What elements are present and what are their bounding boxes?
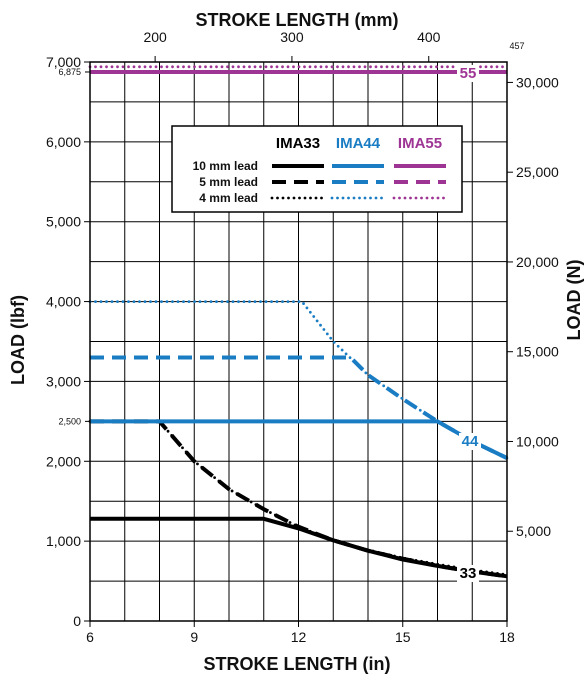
legend-lead-label: 5 mm lead xyxy=(199,175,258,189)
y-tick-label: 6,000 xyxy=(46,134,81,150)
y-extra-tick-label: 2,500 xyxy=(58,416,81,426)
ima55-end-label-bg xyxy=(457,65,479,82)
y2-tick-label: 5,000 xyxy=(516,523,551,539)
y2-tick-label: 20,000 xyxy=(516,254,559,270)
y2-tick-label: 15,000 xyxy=(516,344,559,360)
x2-tick-label: 400 xyxy=(417,29,441,45)
ima33-4mm-dotted-line xyxy=(88,419,509,577)
ima44-end-label-bg xyxy=(459,433,481,450)
y2-tick-label: 30,000 xyxy=(516,74,559,90)
legend: IMA33 IMA44 IMA55 10 mm lead 5 mm lead 4 mm l… xyxy=(171,125,463,213)
y-tick-label: 1,000 xyxy=(46,533,81,549)
x-axis-title: STROKE LENGTH (in) xyxy=(204,654,391,674)
x2-axis-title: STROKE LENGTH (mm) xyxy=(195,10,398,30)
y2-tick-label: 10,000 xyxy=(516,433,559,449)
x-tick-label: 9 xyxy=(190,629,198,645)
ima33-end-label-bg xyxy=(457,565,479,582)
ima44-legend-header: IMA44 xyxy=(336,135,381,152)
ima33-legend-header: IMA33 xyxy=(276,135,320,152)
axis-ticks: 6 9 12 15 18 200 300 400 457 0 1,000 2,000 3,000 4,00… xyxy=(46,29,559,645)
ima55-legend-header: IMA55 xyxy=(398,135,442,152)
y-tick-label: 7,000 xyxy=(46,54,81,70)
x2-tick-label: 200 xyxy=(143,29,167,45)
x-tick-label: 15 xyxy=(395,629,411,645)
y2-axis-title: LOAD (N) xyxy=(564,260,584,341)
y-extra-tick-label: 6,875 xyxy=(58,67,81,77)
legend-lead-label: 4 mm lead xyxy=(199,191,258,205)
y-tick-label: 4,000 xyxy=(46,294,81,310)
series-end-labels: 33 44 55 xyxy=(457,65,481,582)
y-tick-label: 0 xyxy=(73,613,81,629)
x2-edge-label: 457 xyxy=(509,41,524,51)
x-tick-label: 6 xyxy=(86,629,94,645)
y2-tick-label: 25,000 xyxy=(516,164,559,180)
x2-tick-label: 300 xyxy=(280,29,304,45)
ima44-end-label: 44 xyxy=(462,433,479,450)
y-tick-label: 5,000 xyxy=(46,214,81,230)
x-tick-label: 18 xyxy=(499,629,515,645)
y-axis-title: LOAD (lbf) xyxy=(8,295,28,385)
ima33-end-label: 33 xyxy=(460,565,477,582)
legend-lead-label: 10 mm lead xyxy=(193,159,258,173)
y-tick-label: 2,000 xyxy=(46,453,81,469)
y-tick-label: 3,000 xyxy=(46,373,81,389)
ima55-end-label: 55 xyxy=(460,65,477,82)
x-tick-label: 12 xyxy=(291,629,307,645)
